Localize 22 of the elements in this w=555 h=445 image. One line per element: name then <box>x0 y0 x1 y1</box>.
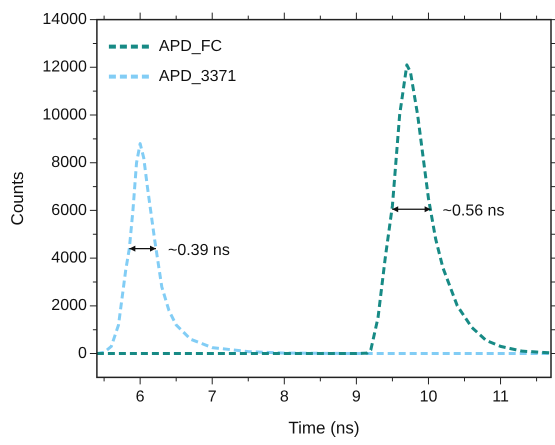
x-tick-label: 8 <box>280 388 289 406</box>
x-tick-label: 7 <box>208 388 217 406</box>
x-tick-label: 9 <box>352 388 361 406</box>
y-tick-label: 8000 <box>51 154 87 172</box>
x-tick-label: 11 <box>492 388 509 406</box>
line-series <box>96 142 551 356</box>
annotation: ~0.56 ns <box>442 202 504 220</box>
y-tick-label: 2000 <box>51 297 87 314</box>
y-tick-label: 4000 <box>51 250 87 267</box>
y-tick-label: 12000 <box>42 58 87 76</box>
y-tick-label: 6000 <box>51 202 87 219</box>
x-axis-title: Time (ns) <box>288 418 360 438</box>
annotation: ~0.39 ns <box>168 242 230 259</box>
line-series <box>96 63 551 356</box>
y-tick-label: 14000 <box>42 11 87 28</box>
legend-label: APD_FC <box>158 38 222 56</box>
y-tick-label: 10000 <box>42 106 87 124</box>
legend-label: APD_3371 <box>158 68 236 86</box>
x-tick-label: 10 <box>420 388 438 406</box>
x-tick-label: 6 <box>136 388 145 406</box>
y-tick-label: 0 <box>78 344 87 362</box>
y-axis-title: Counts <box>8 172 27 226</box>
